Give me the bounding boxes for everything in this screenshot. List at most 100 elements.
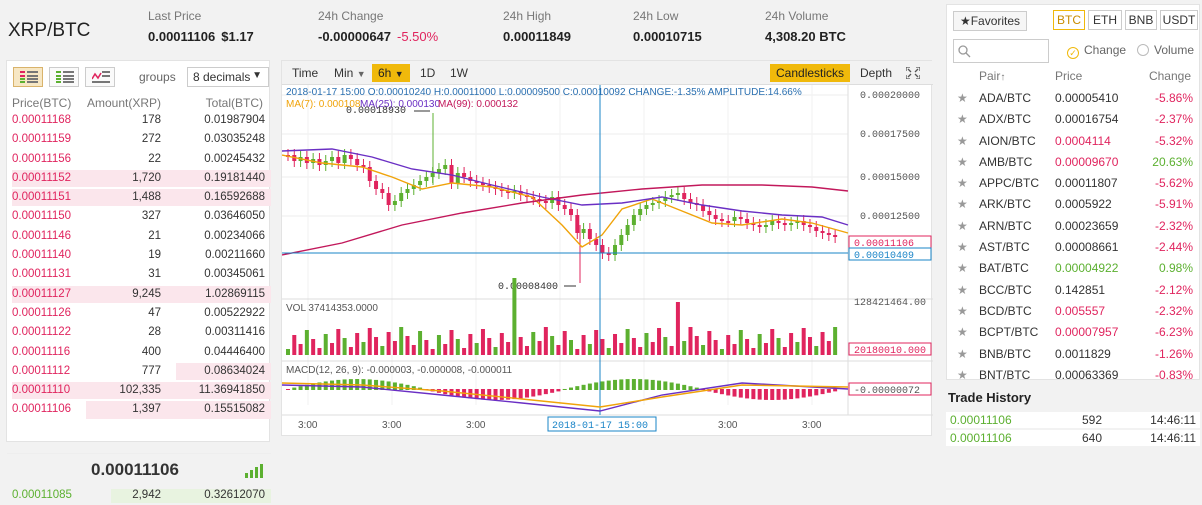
market-row[interactable]: ★ BNB/BTC 0.0011829 -1.26% — [947, 344, 1201, 365]
volume-bar — [480, 329, 485, 355]
candle-body — [638, 209, 643, 215]
bid-row[interactable]: 0.00011085 2,942 0.32612070 — [7, 489, 271, 505]
volume-bar — [531, 332, 536, 355]
market-pair: BCC/BTC — [979, 282, 1032, 297]
candle-body — [386, 193, 391, 205]
macd-label: MACD(12, 26, 9): -0.000003, -0.000008, -… — [286, 365, 513, 376]
ask-row[interactable]: 0.00011156 22 0.00245432 — [7, 150, 271, 169]
star-icon[interactable]: ★ — [957, 303, 968, 318]
radio-volume[interactable]: Volume — [1137, 43, 1194, 57]
market-pair: APPC/BTC — [979, 176, 1040, 191]
candle-body — [763, 225, 768, 227]
macd-bar — [826, 389, 831, 393]
decimals-select[interactable]: 8 decimals ▼ — [187, 67, 269, 87]
ask-row[interactable]: 0.00011150 327 0.03646050 — [7, 207, 271, 226]
market-row[interactable]: ★ BCC/BTC 0.142851 -2.12% — [947, 280, 1201, 301]
volume-bar — [613, 334, 618, 355]
ask-row[interactable]: 0.00011168 178 0.01987904 — [7, 111, 271, 130]
view-bids-button[interactable] — [49, 67, 79, 87]
volume-bar — [348, 347, 353, 355]
depth-tab[interactable]: Depth — [860, 66, 893, 80]
market-row[interactable]: ★ ADA/BTC 0.00005410 -5.86% — [947, 88, 1201, 109]
star-icon[interactable]: ★ — [957, 91, 968, 105]
star-icon[interactable]: ★ — [957, 112, 968, 127]
volume-bar — [587, 344, 592, 355]
ask-row[interactable]: 0.00011126 47 0.00522922 — [7, 304, 271, 323]
market-row[interactable]: ★ ARK/BTC 0.0005922 -5.91% — [947, 194, 1201, 215]
market-row[interactable]: ★ AMB/BTC 0.00009670 20.63% — [947, 152, 1201, 173]
stat-label: 24h Change — [318, 9, 384, 23]
ask-row[interactable]: 0.00011127 9,245 1.02869115 — [7, 285, 271, 304]
candle-body — [550, 197, 555, 203]
market-row[interactable]: ★ ARN/BTC 0.00023659 -2.32% — [947, 216, 1201, 237]
market-price: 0.00009670 — [1055, 154, 1119, 169]
ask-row[interactable]: 0.00011152 1,720 0.19181440 — [7, 169, 271, 188]
fullscreen-icon[interactable] — [906, 67, 920, 79]
col-pair[interactable]: Pair↑ — [979, 69, 1005, 83]
candle-body — [342, 155, 347, 163]
market-change: -1.26% — [1154, 346, 1193, 361]
star-icon[interactable]: ★ — [957, 282, 968, 297]
interval-min[interactable]: Min ▼ — [328, 64, 372, 82]
candle-body — [392, 201, 397, 205]
ask-row[interactable]: 0.00011146 21 0.00234066 — [7, 227, 271, 246]
ask-row[interactable]: 0.00011122 28 0.00311416 — [7, 323, 271, 342]
ask-row[interactable]: 0.00011131 31 0.00345061 — [7, 265, 271, 284]
ask-row[interactable]: 0.00011106 1,397 0.15515082 — [7, 400, 271, 419]
trade-time: 14:46:11 — [1150, 413, 1196, 427]
ask-row[interactable]: 0.00011151 1,488 0.16592688 — [7, 188, 271, 207]
market-row[interactable]: ★ AION/BTC 0.0004114 -5.32% — [947, 131, 1201, 152]
volume-bar — [701, 345, 706, 355]
col-price-header[interactable]: Price — [1055, 69, 1083, 83]
depth-bar — [12, 382, 271, 400]
market-row[interactable]: ★ APPC/BTC 0.00011807 -5.62% — [947, 173, 1201, 194]
star-icon[interactable]: ★ — [957, 176, 968, 191]
market-tab-eth[interactable]: ETH — [1088, 10, 1122, 30]
interval-1d[interactable]: 1D — [420, 66, 436, 80]
market-row[interactable]: ★ BCPT/BTC 0.00007957 -6.23% — [947, 322, 1201, 343]
market-row[interactable]: ★ BAT/BTC 0.00004922 0.98% — [947, 258, 1201, 279]
market-row[interactable]: ★ ADX/BTC 0.00016754 -2.37% — [947, 109, 1201, 130]
star-icon[interactable]: ★ — [957, 367, 968, 382]
star-icon[interactable]: ★ — [957, 240, 968, 255]
market-search-input[interactable] — [953, 39, 1049, 63]
view-both-button[interactable] — [13, 67, 43, 87]
ask-row[interactable]: 0.00011159 272 0.03035248 — [7, 130, 271, 149]
markets-panel: ★Favorites BTC ETH BNB USDT ✓ Change Volu… — [946, 4, 1201, 382]
macd-bar — [833, 389, 838, 392]
ask-row[interactable]: 0.00011110 102,335 11.36941850 — [7, 381, 271, 400]
market-tab-bnb[interactable]: BNB — [1125, 10, 1157, 30]
ask-amount: 28 — [148, 326, 161, 339]
star-icon[interactable]: ★ — [957, 154, 968, 169]
star-icon[interactable]: ★ — [957, 346, 968, 361]
ask-total: 11.36941850 — [198, 384, 265, 397]
col-change-header[interactable]: Change — [1148, 69, 1191, 83]
volume-bar — [713, 340, 718, 355]
ask-total: 0.08634024 — [204, 364, 265, 377]
star-icon[interactable]: ★ — [957, 325, 968, 340]
ask-row[interactable]: 0.00011140 19 0.00211660 — [7, 246, 271, 265]
star-icon[interactable]: ★ — [957, 261, 968, 276]
view-asks-button[interactable] — [85, 67, 115, 87]
star-icon[interactable]: ★ — [957, 133, 968, 148]
ask-total: 0.00211660 — [205, 249, 265, 262]
interval-6h[interactable]: 6h ▼ — [372, 64, 410, 82]
market-row[interactable]: ★ BCD/BTC 0.005557 -2.32% — [947, 301, 1201, 322]
radio-change[interactable]: ✓ Change — [1067, 43, 1126, 59]
candlestick-chart[interactable]: 2018-01-17 15:00 O:0.00010240 H:0.000110… — [282, 85, 933, 437]
ask-row[interactable]: 0.00011112 777 0.08634024 — [7, 362, 271, 381]
candle-body — [726, 221, 731, 223]
market-tab-btc[interactable]: BTC — [1053, 10, 1085, 30]
star-icon[interactable]: ★ — [957, 197, 968, 212]
candlesticks-tab[interactable]: Candlesticks — [770, 64, 851, 82]
favorites-button[interactable]: ★Favorites — [953, 11, 1027, 31]
market-row[interactable]: ★ BNT/BTC 0.00063369 -0.83% — [947, 365, 1201, 386]
bid-total: 0.32612070 — [204, 489, 265, 501]
market-tab-usdt[interactable]: USDT — [1160, 10, 1198, 30]
ask-row[interactable]: 0.00011116 400 0.04446400 — [7, 343, 271, 362]
market-row[interactable]: ★ AST/BTC 0.00008661 -2.44% — [947, 237, 1201, 258]
star-icon[interactable]: ★ — [957, 218, 968, 233]
volume-bar — [644, 333, 649, 355]
interval-1w[interactable]: 1W — [450, 66, 468, 80]
interval-time[interactable]: Time — [292, 66, 319, 80]
